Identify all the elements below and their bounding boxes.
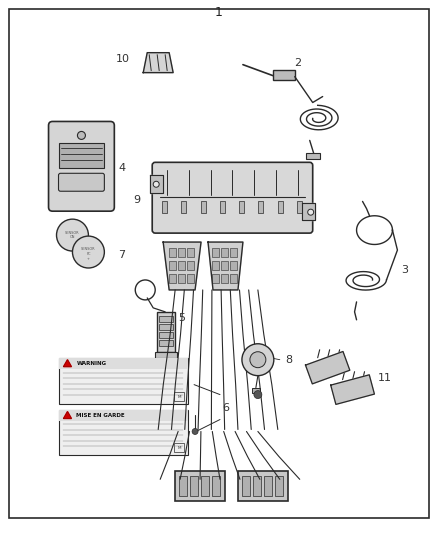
Bar xyxy=(157,312,175,352)
Bar xyxy=(212,261,219,270)
Bar xyxy=(201,201,205,213)
Polygon shape xyxy=(64,360,71,367)
Bar xyxy=(230,274,237,283)
Bar xyxy=(59,409,188,421)
Text: 9: 9 xyxy=(133,195,140,205)
Text: M: M xyxy=(177,447,181,450)
Polygon shape xyxy=(302,203,314,220)
Bar xyxy=(230,248,237,257)
Polygon shape xyxy=(163,242,201,290)
Bar xyxy=(187,248,194,257)
Bar xyxy=(252,387,260,393)
Text: WARNING: WARNING xyxy=(77,361,106,366)
Circle shape xyxy=(72,236,104,268)
Circle shape xyxy=(254,391,262,399)
Text: 5: 5 xyxy=(178,313,185,323)
Bar xyxy=(278,201,283,213)
Bar xyxy=(155,352,177,360)
Bar xyxy=(174,392,184,401)
Text: SENSOR
ON: SENSOR ON xyxy=(65,231,80,239)
FancyBboxPatch shape xyxy=(152,163,313,233)
Bar xyxy=(230,261,237,270)
Bar xyxy=(175,471,225,501)
Bar xyxy=(169,261,176,270)
Bar xyxy=(264,477,272,496)
Bar xyxy=(212,477,220,496)
Bar xyxy=(212,248,219,257)
Text: SENSOR
FC
+: SENSOR FC + xyxy=(81,247,96,261)
Bar xyxy=(179,477,187,496)
Polygon shape xyxy=(143,53,173,72)
Circle shape xyxy=(242,344,274,376)
Bar xyxy=(239,201,244,213)
Bar xyxy=(59,358,188,369)
Bar xyxy=(169,274,176,283)
Bar xyxy=(159,332,173,338)
Bar xyxy=(201,477,209,496)
Text: 2: 2 xyxy=(294,58,301,68)
Text: 7: 7 xyxy=(118,250,125,260)
FancyBboxPatch shape xyxy=(49,122,114,211)
Bar xyxy=(242,477,250,496)
Text: 4: 4 xyxy=(118,163,125,173)
Bar xyxy=(174,443,184,453)
Text: 10: 10 xyxy=(116,54,130,63)
Bar xyxy=(59,358,188,403)
Bar xyxy=(221,261,228,270)
Circle shape xyxy=(192,429,198,434)
Bar xyxy=(221,274,228,283)
Text: 6: 6 xyxy=(222,402,229,413)
Circle shape xyxy=(250,352,266,368)
Text: 11: 11 xyxy=(378,373,392,383)
Bar xyxy=(178,274,185,283)
Bar xyxy=(59,143,104,168)
FancyBboxPatch shape xyxy=(59,173,104,191)
Bar xyxy=(253,477,261,496)
Bar xyxy=(221,248,228,257)
Circle shape xyxy=(57,219,88,251)
Circle shape xyxy=(78,132,85,140)
Circle shape xyxy=(153,181,159,187)
Polygon shape xyxy=(150,175,163,193)
Polygon shape xyxy=(64,411,71,418)
Circle shape xyxy=(308,209,314,215)
Bar xyxy=(220,201,225,213)
Bar xyxy=(297,201,302,213)
Bar xyxy=(178,261,185,270)
Bar xyxy=(187,274,194,283)
Text: M: M xyxy=(177,394,181,399)
Polygon shape xyxy=(306,351,350,384)
Bar xyxy=(181,201,187,213)
Bar xyxy=(190,477,198,496)
Bar xyxy=(273,70,295,79)
Text: MISE EN GARDE: MISE EN GARDE xyxy=(77,413,125,417)
Bar xyxy=(159,316,173,322)
Bar xyxy=(178,248,185,257)
Bar xyxy=(159,324,173,330)
Polygon shape xyxy=(208,242,243,290)
Bar xyxy=(212,274,219,283)
Polygon shape xyxy=(331,375,374,405)
Text: 3: 3 xyxy=(401,265,408,275)
Text: 1: 1 xyxy=(215,6,223,19)
Text: 8: 8 xyxy=(285,354,292,365)
Bar xyxy=(59,409,188,455)
Bar xyxy=(238,471,288,501)
Bar xyxy=(169,248,176,257)
Bar xyxy=(187,261,194,270)
Bar xyxy=(275,477,283,496)
Bar xyxy=(306,154,320,159)
Bar xyxy=(258,201,263,213)
Bar xyxy=(162,201,167,213)
Bar xyxy=(159,340,173,346)
